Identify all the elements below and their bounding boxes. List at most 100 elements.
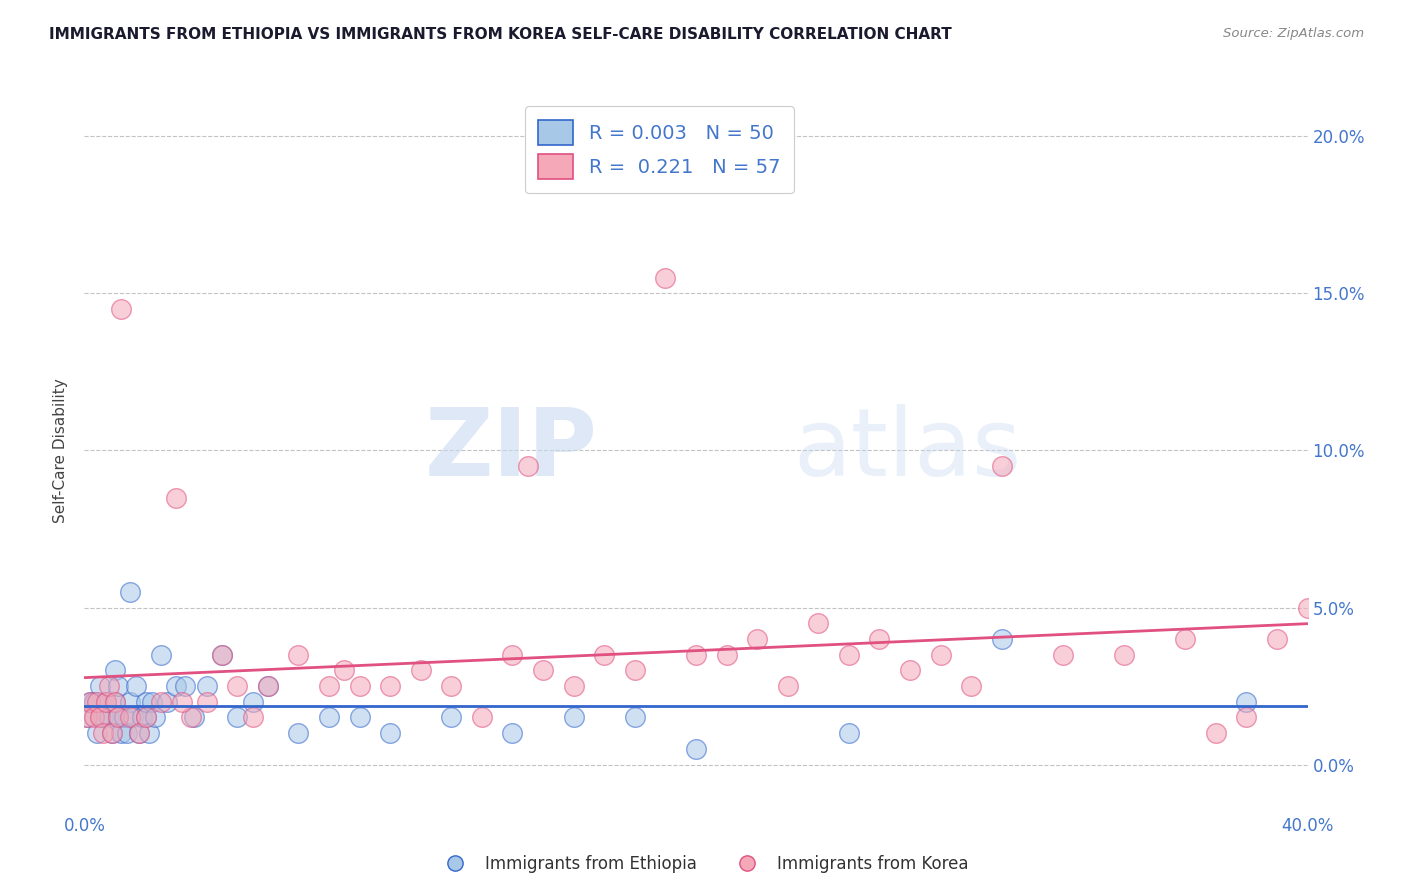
Point [107, 710, 129, 724]
Point [242, 695, 264, 709]
Point [107, 710, 129, 724]
Point [1236, 695, 1258, 709]
Point [97, 679, 120, 693]
Point [138, 726, 160, 740]
Point [120, 710, 142, 724]
Point [79, 695, 101, 709]
Point [838, 726, 860, 740]
Point [104, 695, 127, 709]
Point [516, 459, 538, 474]
Text: atlas: atlas [794, 404, 1022, 497]
Point [149, 648, 172, 662]
Point [318, 710, 340, 724]
Point [440, 710, 463, 724]
Point [654, 270, 676, 285]
Point [333, 664, 356, 678]
Point [1265, 632, 1288, 646]
Point [89, 679, 111, 693]
Point [991, 632, 1014, 646]
Point [380, 679, 402, 693]
Point [349, 710, 371, 724]
Point [89, 710, 111, 724]
Point [685, 742, 707, 756]
Point [86, 726, 108, 740]
Point [409, 664, 432, 678]
Point [624, 710, 647, 724]
Point [807, 616, 830, 631]
Point [110, 302, 132, 317]
Point [898, 664, 921, 678]
Point [471, 710, 494, 724]
Point [211, 648, 233, 662]
Point [104, 664, 127, 678]
Point [128, 726, 150, 740]
Text: IMMIGRANTS FROM ETHIOPIA VS IMMIGRANTS FROM KOREA SELF-CARE DISABILITY CORRELATI: IMMIGRANTS FROM ETHIOPIA VS IMMIGRANTS F… [49, 27, 952, 42]
Point [89, 710, 111, 724]
Point [165, 491, 187, 505]
Point [562, 710, 585, 724]
Point [101, 726, 124, 740]
Point [97, 710, 120, 724]
Y-axis label: Self-Care Disability: Self-Care Disability [53, 378, 69, 523]
Point [380, 726, 402, 740]
Point [94, 695, 117, 709]
Point [1205, 726, 1227, 740]
Point [349, 679, 371, 693]
Point [593, 648, 616, 662]
Point [101, 726, 124, 740]
Point [624, 664, 647, 678]
Point [183, 710, 205, 724]
Point [776, 679, 799, 693]
Legend: R = 0.003   N = 50, R =  0.221   N = 57: R = 0.003 N = 50, R = 0.221 N = 57 [524, 106, 794, 193]
Point [94, 695, 117, 709]
Point [869, 632, 891, 646]
Point [440, 679, 463, 693]
Point [226, 679, 249, 693]
Point [960, 679, 983, 693]
Text: ZIP: ZIP [425, 404, 598, 497]
Point [287, 726, 309, 740]
Point [120, 584, 142, 599]
Point [991, 459, 1014, 474]
Point [226, 710, 249, 724]
Point [131, 710, 153, 724]
Point [120, 695, 142, 709]
Point [115, 726, 138, 740]
Point [135, 710, 157, 724]
Point [685, 648, 707, 662]
Point [174, 679, 197, 693]
Point [149, 695, 172, 709]
Point [257, 679, 280, 693]
Point [91, 710, 114, 724]
Point [135, 710, 157, 724]
Point [195, 695, 218, 709]
Point [502, 726, 524, 740]
Point [112, 710, 135, 724]
Point [156, 695, 179, 709]
Point [122, 710, 145, 724]
Point [172, 695, 194, 709]
Point [104, 695, 127, 709]
Point [1174, 632, 1197, 646]
Point [141, 695, 163, 709]
Point [79, 695, 101, 709]
Point [318, 679, 340, 693]
Point [287, 648, 309, 662]
Point [502, 648, 524, 662]
Legend: Immigrants from Ethiopia, Immigrants from Korea: Immigrants from Ethiopia, Immigrants fro… [432, 848, 974, 880]
Point [107, 679, 129, 693]
Point [83, 710, 105, 724]
Point [83, 695, 105, 709]
Point [211, 648, 233, 662]
Point [1114, 648, 1136, 662]
Point [86, 695, 108, 709]
Point [1236, 710, 1258, 724]
Point [531, 664, 554, 678]
Point [125, 679, 148, 693]
Text: Source: ZipAtlas.com: Source: ZipAtlas.com [1223, 27, 1364, 40]
Point [242, 710, 264, 724]
Point [76, 710, 98, 724]
Point [180, 710, 202, 724]
Point [562, 679, 585, 693]
Point [165, 679, 187, 693]
